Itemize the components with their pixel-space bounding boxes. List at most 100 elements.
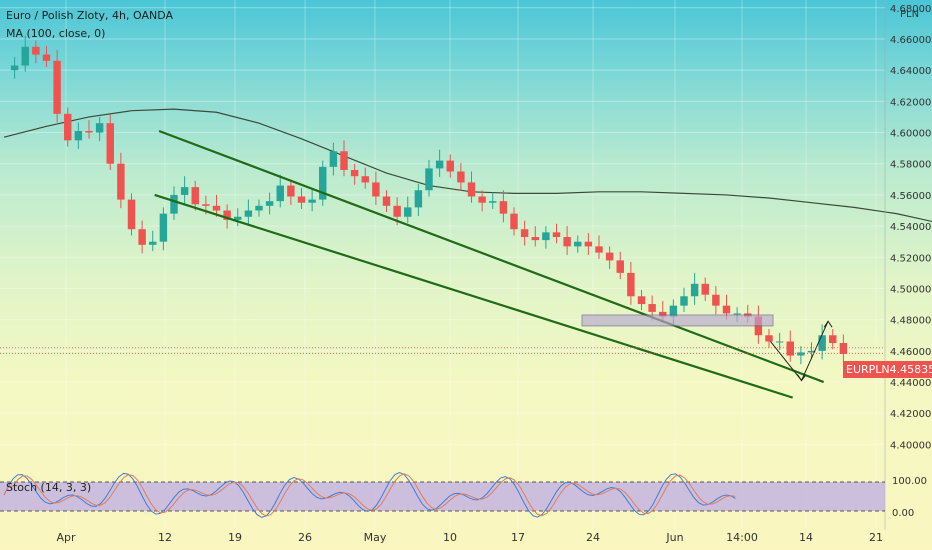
candle-body <box>531 237 539 241</box>
candle-body <box>191 187 199 205</box>
candle-body <box>701 283 709 295</box>
candle-body <box>74 130 83 141</box>
ma-line <box>3 108 932 223</box>
arrowhead-down <box>797 374 806 382</box>
time-axis[interactable]: Apr 12 19 26 May 10 17 24 Jun 14:00 14 21 <box>56 531 883 544</box>
candle-body <box>733 313 741 315</box>
candle-body <box>64 113 72 141</box>
candle-body <box>265 201 274 206</box>
time-tick-label: 10 <box>443 531 457 544</box>
price-tick-label: 4.48000 <box>890 316 931 327</box>
candle-body <box>149 241 157 245</box>
candle-body <box>244 210 253 217</box>
price-tick-label: 4.40000 <box>890 440 931 451</box>
time-tick-label: 14:00 <box>726 531 758 544</box>
candle-body <box>276 185 284 202</box>
ma-curve <box>3 108 932 223</box>
candle-body <box>552 232 561 238</box>
price-tick-label: 4.52000 <box>890 253 931 264</box>
candle-body <box>372 182 380 197</box>
time-tick-label: 19 <box>228 531 242 544</box>
chart-title: Euro / Polish Zloty, 4h, OANDA <box>6 9 174 22</box>
price-tag-value: 4.45835 <box>889 363 932 376</box>
price-tick-label: 4.54000 <box>890 222 931 233</box>
candle-body <box>138 229 146 245</box>
candle-body <box>595 246 603 253</box>
price-axis[interactable]: 4.40000 4.42000 4.44000 4.46000 4.48000 4.500… <box>884 0 931 530</box>
resistance-zone <box>581 314 774 327</box>
candle-body <box>329 151 338 167</box>
drawing-overlays <box>0 129 885 399</box>
candle-body <box>574 241 582 247</box>
candle-body <box>499 201 508 214</box>
price-tick-label: 4.66000 <box>890 35 931 46</box>
candle-body <box>21 46 29 66</box>
candle-body <box>202 204 210 206</box>
candle-body <box>95 123 104 133</box>
candle-body <box>117 163 125 200</box>
channel-upper-line <box>158 129 825 384</box>
time-tick-label: Apr <box>56 531 76 544</box>
candle-body <box>319 166 327 200</box>
candle-body <box>350 169 359 177</box>
candle-body <box>10 65 19 71</box>
candle-body <box>616 260 624 273</box>
candle-body <box>722 305 731 314</box>
candle-body <box>457 171 465 183</box>
candle-body <box>382 196 391 206</box>
candle-body <box>404 207 412 217</box>
time-tick-label: 24 <box>586 531 600 544</box>
candle-body <box>234 216 242 220</box>
time-tick-label: 17 <box>511 531 525 544</box>
candle-body <box>627 272 635 297</box>
candle-body <box>680 296 688 306</box>
price-tick-label: 4.44000 <box>890 378 931 389</box>
candle-body <box>818 335 826 351</box>
candle-body <box>669 305 678 317</box>
candle-body <box>839 343 848 354</box>
price-tick-label: 4.56000 <box>890 191 931 202</box>
time-tick-label: 12 <box>158 531 172 544</box>
time-tick-label: Jun <box>665 531 683 544</box>
candle-body <box>170 194 178 214</box>
candle-body <box>223 210 231 220</box>
price-tick-label: 4.58000 <box>890 160 931 171</box>
price-tick-label: 4.60000 <box>890 129 931 140</box>
candle-body <box>446 160 454 172</box>
candle-body <box>127 199 136 230</box>
time-tick-label: 26 <box>298 531 312 544</box>
candle-body <box>797 352 805 356</box>
candle-body <box>478 196 486 203</box>
price-tick-label: 4.50000 <box>890 284 931 295</box>
candle-body <box>637 296 646 305</box>
candle-body <box>340 151 348 170</box>
price-tick-label: 4.62000 <box>890 97 931 108</box>
candle-body <box>510 213 518 230</box>
candles <box>10 35 848 365</box>
candle-body <box>765 335 773 342</box>
candle-body <box>32 46 40 55</box>
price-tick-label: 4.46000 <box>890 347 931 358</box>
price-tick-label: 4.68000 <box>890 4 931 15</box>
stoch-k-line <box>3 471 736 518</box>
candle-body <box>393 205 401 217</box>
candle-body <box>414 190 423 208</box>
candle-body <box>584 241 593 247</box>
candle-body <box>53 60 61 114</box>
price-tick-label: 4.42000 <box>890 409 931 420</box>
price-tick-label: 4.64000 <box>890 66 931 77</box>
candle-body <box>775 341 784 343</box>
grid-lines <box>0 0 885 530</box>
candle-body <box>425 168 433 191</box>
time-tick-label: 21 <box>869 531 883 544</box>
candle-body <box>520 229 529 238</box>
candle-body <box>659 311 667 317</box>
candle-body <box>467 182 476 197</box>
channel-lower-line <box>154 193 793 399</box>
indicator-label: MA (100, close, 0) <box>6 27 106 40</box>
candle-body <box>648 304 656 312</box>
candle-body <box>308 199 316 203</box>
candle-body <box>42 54 51 61</box>
